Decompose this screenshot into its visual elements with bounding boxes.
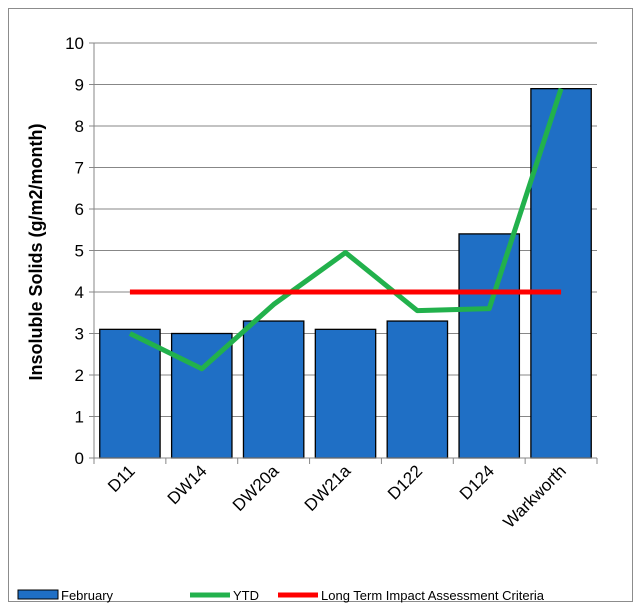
line-ytd bbox=[128, 87, 564, 372]
y-tick-label: 8 bbox=[75, 117, 84, 136]
y-tick-label: 5 bbox=[75, 242, 84, 261]
x-tick-label: D124 bbox=[456, 461, 498, 503]
x-tick-label: Warkworth bbox=[499, 461, 569, 531]
y-tick-labels: 0 1 2 3 4 5 6 7 8 9 10 bbox=[65, 34, 84, 468]
y-tick-label: 7 bbox=[75, 159, 84, 178]
legend-label: Long Term Impact Assessment Criteria bbox=[321, 588, 545, 603]
x-tick-labels: D11 DW14 DW20a DW21a D122 D124 Warkworth bbox=[104, 461, 570, 532]
chart-frame bbox=[8, 8, 633, 602]
x-tick-label: D11 bbox=[104, 461, 139, 496]
y-axis-label: Insoluble Solids (g/m2/month) bbox=[26, 123, 46, 380]
bar-d11 bbox=[99, 328, 161, 459]
x-tick-label: DW21a bbox=[301, 461, 355, 515]
axes bbox=[89, 42, 598, 464]
y-tick-label: 6 bbox=[75, 200, 84, 219]
legend-label: YTD bbox=[233, 588, 259, 603]
y-tick-label: 0 bbox=[75, 449, 84, 468]
y-tick-label: 2 bbox=[75, 366, 84, 385]
y-tick-label: 1 bbox=[75, 408, 84, 427]
legend-label: February bbox=[61, 588, 114, 603]
bar-dw21a bbox=[314, 328, 377, 459]
x-tick-label: D122 bbox=[384, 461, 426, 503]
y-tick-label: 10 bbox=[65, 34, 84, 53]
legend: February YTD Long Term Impact Assessment C… bbox=[17, 588, 545, 603]
bar-d124 bbox=[458, 233, 521, 459]
bar-d122 bbox=[386, 320, 449, 459]
bar-dw14 bbox=[170, 332, 233, 459]
x-tick-label: DW20a bbox=[229, 461, 283, 515]
bar-series bbox=[99, 88, 592, 459]
bar-warkworth bbox=[530, 88, 592, 459]
y-tick-label: 9 bbox=[75, 76, 84, 95]
line-series bbox=[128, 87, 564, 372]
x-tick-label: DW14 bbox=[164, 461, 211, 508]
y-tick-label: 4 bbox=[75, 283, 84, 302]
legend-swatch-february bbox=[17, 589, 59, 600]
y-tick-label: 3 bbox=[75, 325, 84, 344]
bar-dw20a bbox=[242, 320, 305, 459]
